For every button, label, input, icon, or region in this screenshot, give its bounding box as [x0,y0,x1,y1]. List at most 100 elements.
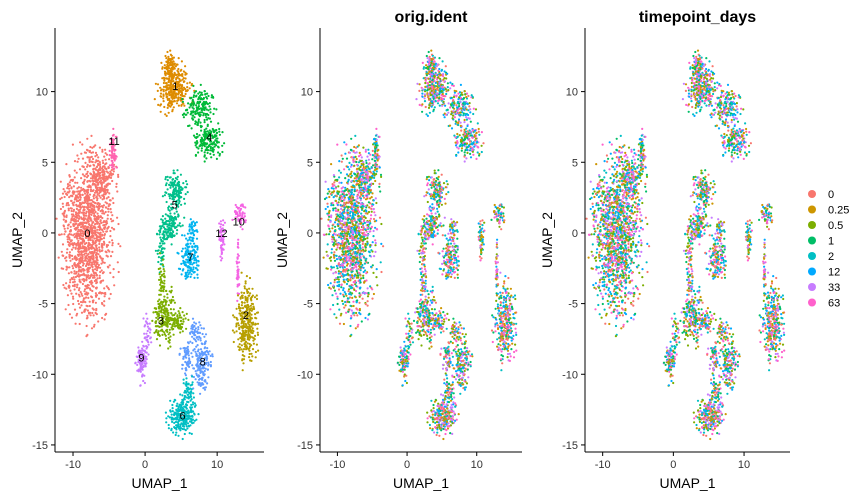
cell-point [100,179,103,182]
cell-point [102,237,106,240]
cell-point [207,361,210,364]
cell-point [104,152,107,155]
cell-point [147,353,150,356]
cell-point [152,311,155,314]
cell-point [69,240,72,243]
cell-point [205,157,208,160]
cell-point [110,150,114,153]
cell-point [98,242,101,246]
cell-point [160,227,163,230]
cell-point [174,186,177,189]
cell-point [77,186,80,189]
cell-point [218,127,221,131]
cell-point [199,339,202,342]
cell-point [61,202,64,205]
cell-point [84,259,87,262]
cell-point [63,233,66,236]
cell-point [73,270,76,273]
cell-point [78,168,82,171]
cell-point [87,244,90,248]
cell-point [98,233,102,236]
cell-point [196,230,199,233]
cell-point [203,335,206,338]
cell-point [83,205,86,208]
cell-point [202,383,205,386]
cell-point [191,355,194,358]
cell-point [193,259,196,262]
cell-point [76,212,79,215]
cell-point [90,134,93,137]
cell-point [361,242,364,246]
cell-point [211,353,214,356]
cell-point [198,107,201,111]
cell-point [104,291,107,295]
cell-point [91,311,94,315]
cell-point [72,192,75,195]
cell-point [84,189,87,192]
cell-point [331,201,334,205]
cell-point [163,285,166,288]
cell-point [181,247,184,250]
cell-point [244,295,247,299]
cell-point [189,340,192,343]
cell-point [248,345,252,348]
cell-point [170,236,174,239]
cell-point [154,82,157,85]
cell-point [231,329,234,332]
cell-point [256,327,259,330]
cell-point [98,222,101,226]
cell-point [61,243,65,246]
cell-point [197,112,200,115]
cell-point [196,123,199,127]
cell-point [375,268,378,271]
cell-point [192,392,195,395]
cell-point [209,108,212,111]
cell-point [110,169,113,172]
cell-point [190,223,193,226]
cell-point [97,263,100,267]
cell-point [215,144,218,147]
cell-point [188,411,191,414]
cell-point [82,262,85,265]
cell-point [209,360,212,364]
cell-point [197,328,200,331]
cell-point [160,279,163,283]
cell-point [88,149,91,153]
cell-point [190,127,193,130]
cell-point [75,286,79,289]
cell-point [101,272,104,275]
cell-point [63,227,66,230]
cell-point [181,427,184,431]
cell-point [349,210,352,213]
cell-point [177,224,181,227]
cell-point [79,262,82,265]
x-tick-label: 10 [211,459,223,471]
cell-point [163,79,166,82]
cell-point [103,318,106,321]
cell-point [65,214,68,217]
cell-point [98,250,101,253]
cell-point [193,230,196,233]
cell-point [159,86,162,89]
cell-point [165,421,168,424]
cell-point [79,291,82,294]
cell-point [144,320,148,323]
cell-point [143,381,146,385]
cell-point [177,104,180,107]
cell-point [209,111,212,114]
cell-point [186,86,189,89]
cell-point [255,294,258,297]
cell-point [167,318,170,321]
cell-point [70,271,73,274]
cell-point [169,61,172,64]
cell-point [212,141,216,144]
cell-point [72,244,75,247]
cell-point [164,178,167,181]
cell-point [116,261,119,264]
cell-point [186,422,190,425]
cell-point [245,288,248,291]
cell-point [203,121,206,124]
cell-point [76,187,79,190]
cell-point [168,94,171,97]
cell-point [169,49,172,52]
